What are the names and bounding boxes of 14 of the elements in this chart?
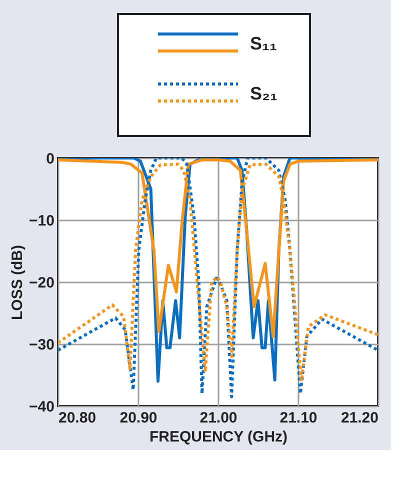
- y-axis-title: LOSS (dB): [9, 245, 26, 320]
- y-tick-label: −30: [29, 336, 54, 354]
- x-tick-label: 21.20: [340, 410, 378, 426]
- legend-label: S₂₁: [250, 84, 278, 104]
- legend-label: S₁₁: [250, 34, 277, 54]
- y-tick-label: −20: [29, 274, 54, 292]
- x-tick-label: 20.90: [120, 410, 158, 426]
- x-tick-label: 21.00: [200, 410, 238, 426]
- y-tick-label: −10: [29, 212, 54, 230]
- y-tick-label: 0: [46, 150, 54, 168]
- x-tick-label: 20.80: [58, 410, 96, 426]
- x-tick-label: 21.10: [280, 410, 318, 426]
- y-tick-label: −40: [29, 398, 54, 416]
- x-axis-title: FREQUENCY (GHz): [149, 428, 288, 446]
